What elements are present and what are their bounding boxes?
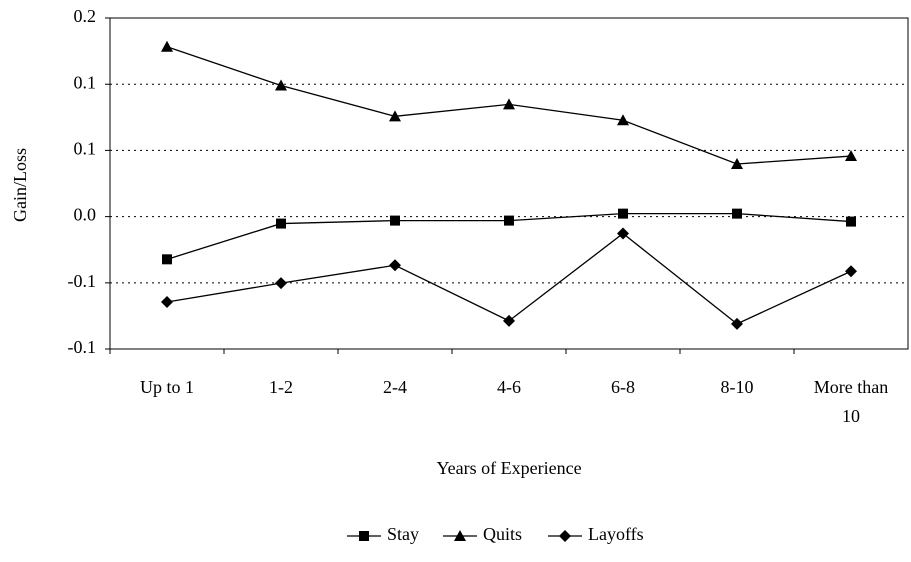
marker bbox=[276, 218, 286, 229]
y-tick-label: 0.2 bbox=[74, 6, 97, 26]
marker bbox=[845, 150, 857, 162]
y-tick-label: -0.1 bbox=[68, 271, 97, 291]
marker bbox=[389, 259, 401, 272]
x-tick-label: More than 10 bbox=[814, 377, 888, 426]
y-tick-label: 0.1 bbox=[74, 72, 97, 92]
marker bbox=[359, 531, 369, 541]
marker bbox=[559, 530, 571, 542]
marker bbox=[846, 216, 856, 227]
x-tick-label: 2-4 bbox=[383, 377, 407, 397]
marker bbox=[390, 215, 400, 226]
marker bbox=[503, 314, 515, 327]
x-tick-label-line: More than bbox=[814, 377, 888, 397]
marker bbox=[617, 227, 629, 240]
legend-label: Stay bbox=[387, 524, 419, 544]
marker bbox=[275, 79, 287, 91]
x-tick-label: 4-6 bbox=[497, 377, 521, 397]
x-tick-label-line: 10 bbox=[842, 406, 860, 426]
y-axis-label: Gain/Loss bbox=[10, 148, 30, 222]
marker bbox=[845, 265, 857, 278]
x-tick-label: Up to 1 bbox=[140, 377, 194, 397]
marker bbox=[162, 254, 172, 265]
marker bbox=[454, 530, 466, 541]
marker bbox=[618, 208, 628, 219]
y-tick-label: 0.0 bbox=[74, 205, 97, 225]
marker bbox=[504, 215, 514, 226]
marker bbox=[731, 157, 743, 169]
marker bbox=[275, 277, 287, 290]
marker bbox=[161, 296, 173, 309]
marker bbox=[731, 317, 743, 330]
x-tick-label: 6-8 bbox=[611, 377, 635, 397]
series-line bbox=[166, 232, 852, 325]
x-tick-label: 8-10 bbox=[721, 377, 754, 397]
plot-frame bbox=[109, 17, 909, 350]
legend-label: Layoffs bbox=[588, 524, 644, 544]
x-axis-label: Years of Experience bbox=[436, 458, 581, 478]
y-tick-label: -0.1 bbox=[68, 337, 97, 357]
marker bbox=[389, 110, 401, 122]
legend-label: Quits bbox=[483, 524, 522, 544]
y-tick-label: 0.1 bbox=[74, 139, 97, 159]
x-tick-label: 1-2 bbox=[269, 377, 293, 397]
marker bbox=[732, 208, 742, 219]
marker bbox=[161, 40, 173, 52]
marker bbox=[617, 114, 629, 126]
marker bbox=[503, 98, 515, 110]
